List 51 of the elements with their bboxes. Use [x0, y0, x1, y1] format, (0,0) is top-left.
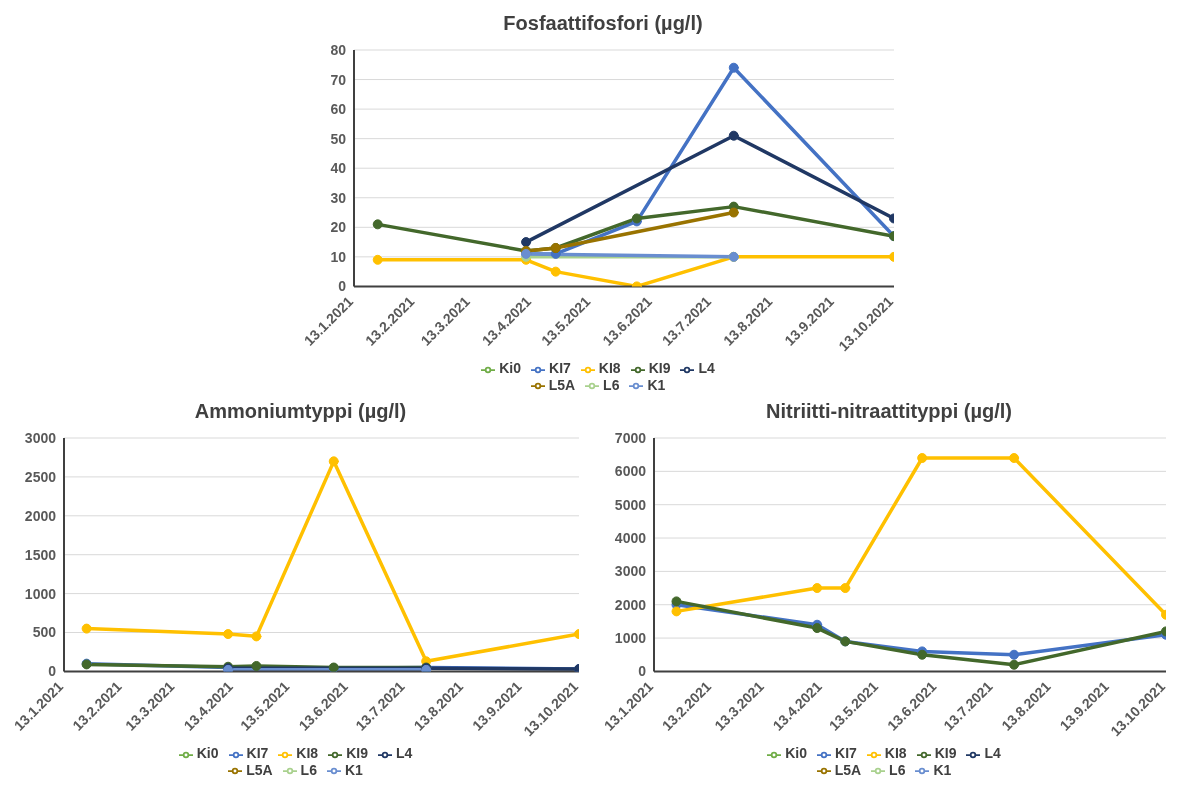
y-tick-label: 4000: [614, 530, 647, 546]
y-tick-label: 50: [330, 130, 347, 147]
legend-label: L4: [698, 360, 715, 377]
y-tick-label: 2000: [24, 507, 57, 524]
legend-label: KI8: [598, 360, 621, 377]
y-tick-label: 0: [638, 663, 647, 680]
y-tick-label: 80: [330, 41, 347, 58]
y-tick-label: 30: [330, 189, 347, 206]
legend-label: L5A: [834, 761, 862, 778]
legend-label: L6: [889, 761, 906, 778]
chart-title: Fosfaattifosfori (µg/l): [502, 11, 704, 36]
legend-label: L4: [395, 745, 413, 762]
y-tick-label: 10: [330, 248, 347, 265]
y-tick-label: 500: [32, 624, 57, 641]
y-tick-label: 0: [338, 278, 347, 295]
legend-label: L5A: [548, 376, 576, 393]
legend-label: KI7: [835, 745, 857, 762]
legend-label: KI9: [648, 360, 671, 377]
chart-title: Ammoniumtyppi (µg/l): [193, 399, 408, 424]
legend-label: Ki0: [196, 745, 219, 762]
legend-label: K1: [344, 761, 363, 778]
y-tick-label: 3000: [24, 429, 57, 446]
y-tick-label: 70: [330, 71, 347, 88]
legend-label: K1: [647, 376, 666, 393]
y-tick-label: 20: [330, 219, 347, 236]
y-tick-label: 2000: [614, 596, 647, 613]
y-tick-label: 7000: [614, 429, 647, 446]
legend-label: L4: [984, 745, 1001, 762]
legend-label: L6: [603, 376, 620, 393]
legend-label: KI7: [549, 360, 571, 377]
y-tick-label: 60: [330, 101, 347, 118]
legend-label: Ki0: [499, 360, 522, 377]
y-tick-label: 1000: [614, 630, 647, 647]
legend-label: KI8: [296, 745, 319, 762]
legend-label: K1: [933, 761, 952, 778]
legend-label: KI9: [346, 745, 368, 762]
legend-label: L6: [300, 761, 317, 778]
y-tick-label: 6000: [614, 463, 647, 480]
legend-label: L5A: [246, 761, 273, 778]
legend-label: KI9: [934, 745, 957, 762]
y-tick-label: 5000: [614, 496, 647, 513]
legend-label: KI8: [884, 745, 907, 762]
y-tick-label: 0: [48, 663, 57, 680]
legend-label: KI7: [246, 745, 269, 762]
y-tick-label: 1000: [24, 585, 57, 602]
y-tick-label: 1500: [24, 546, 57, 563]
y-tick-label: 3000: [614, 563, 647, 580]
chart-title: Nitriitti-nitraattityppi (µg/l): [765, 399, 1013, 424]
y-tick-label: 40: [330, 160, 347, 177]
y-tick-label: 2500: [24, 468, 57, 485]
legend-label: Ki0: [785, 745, 808, 762]
